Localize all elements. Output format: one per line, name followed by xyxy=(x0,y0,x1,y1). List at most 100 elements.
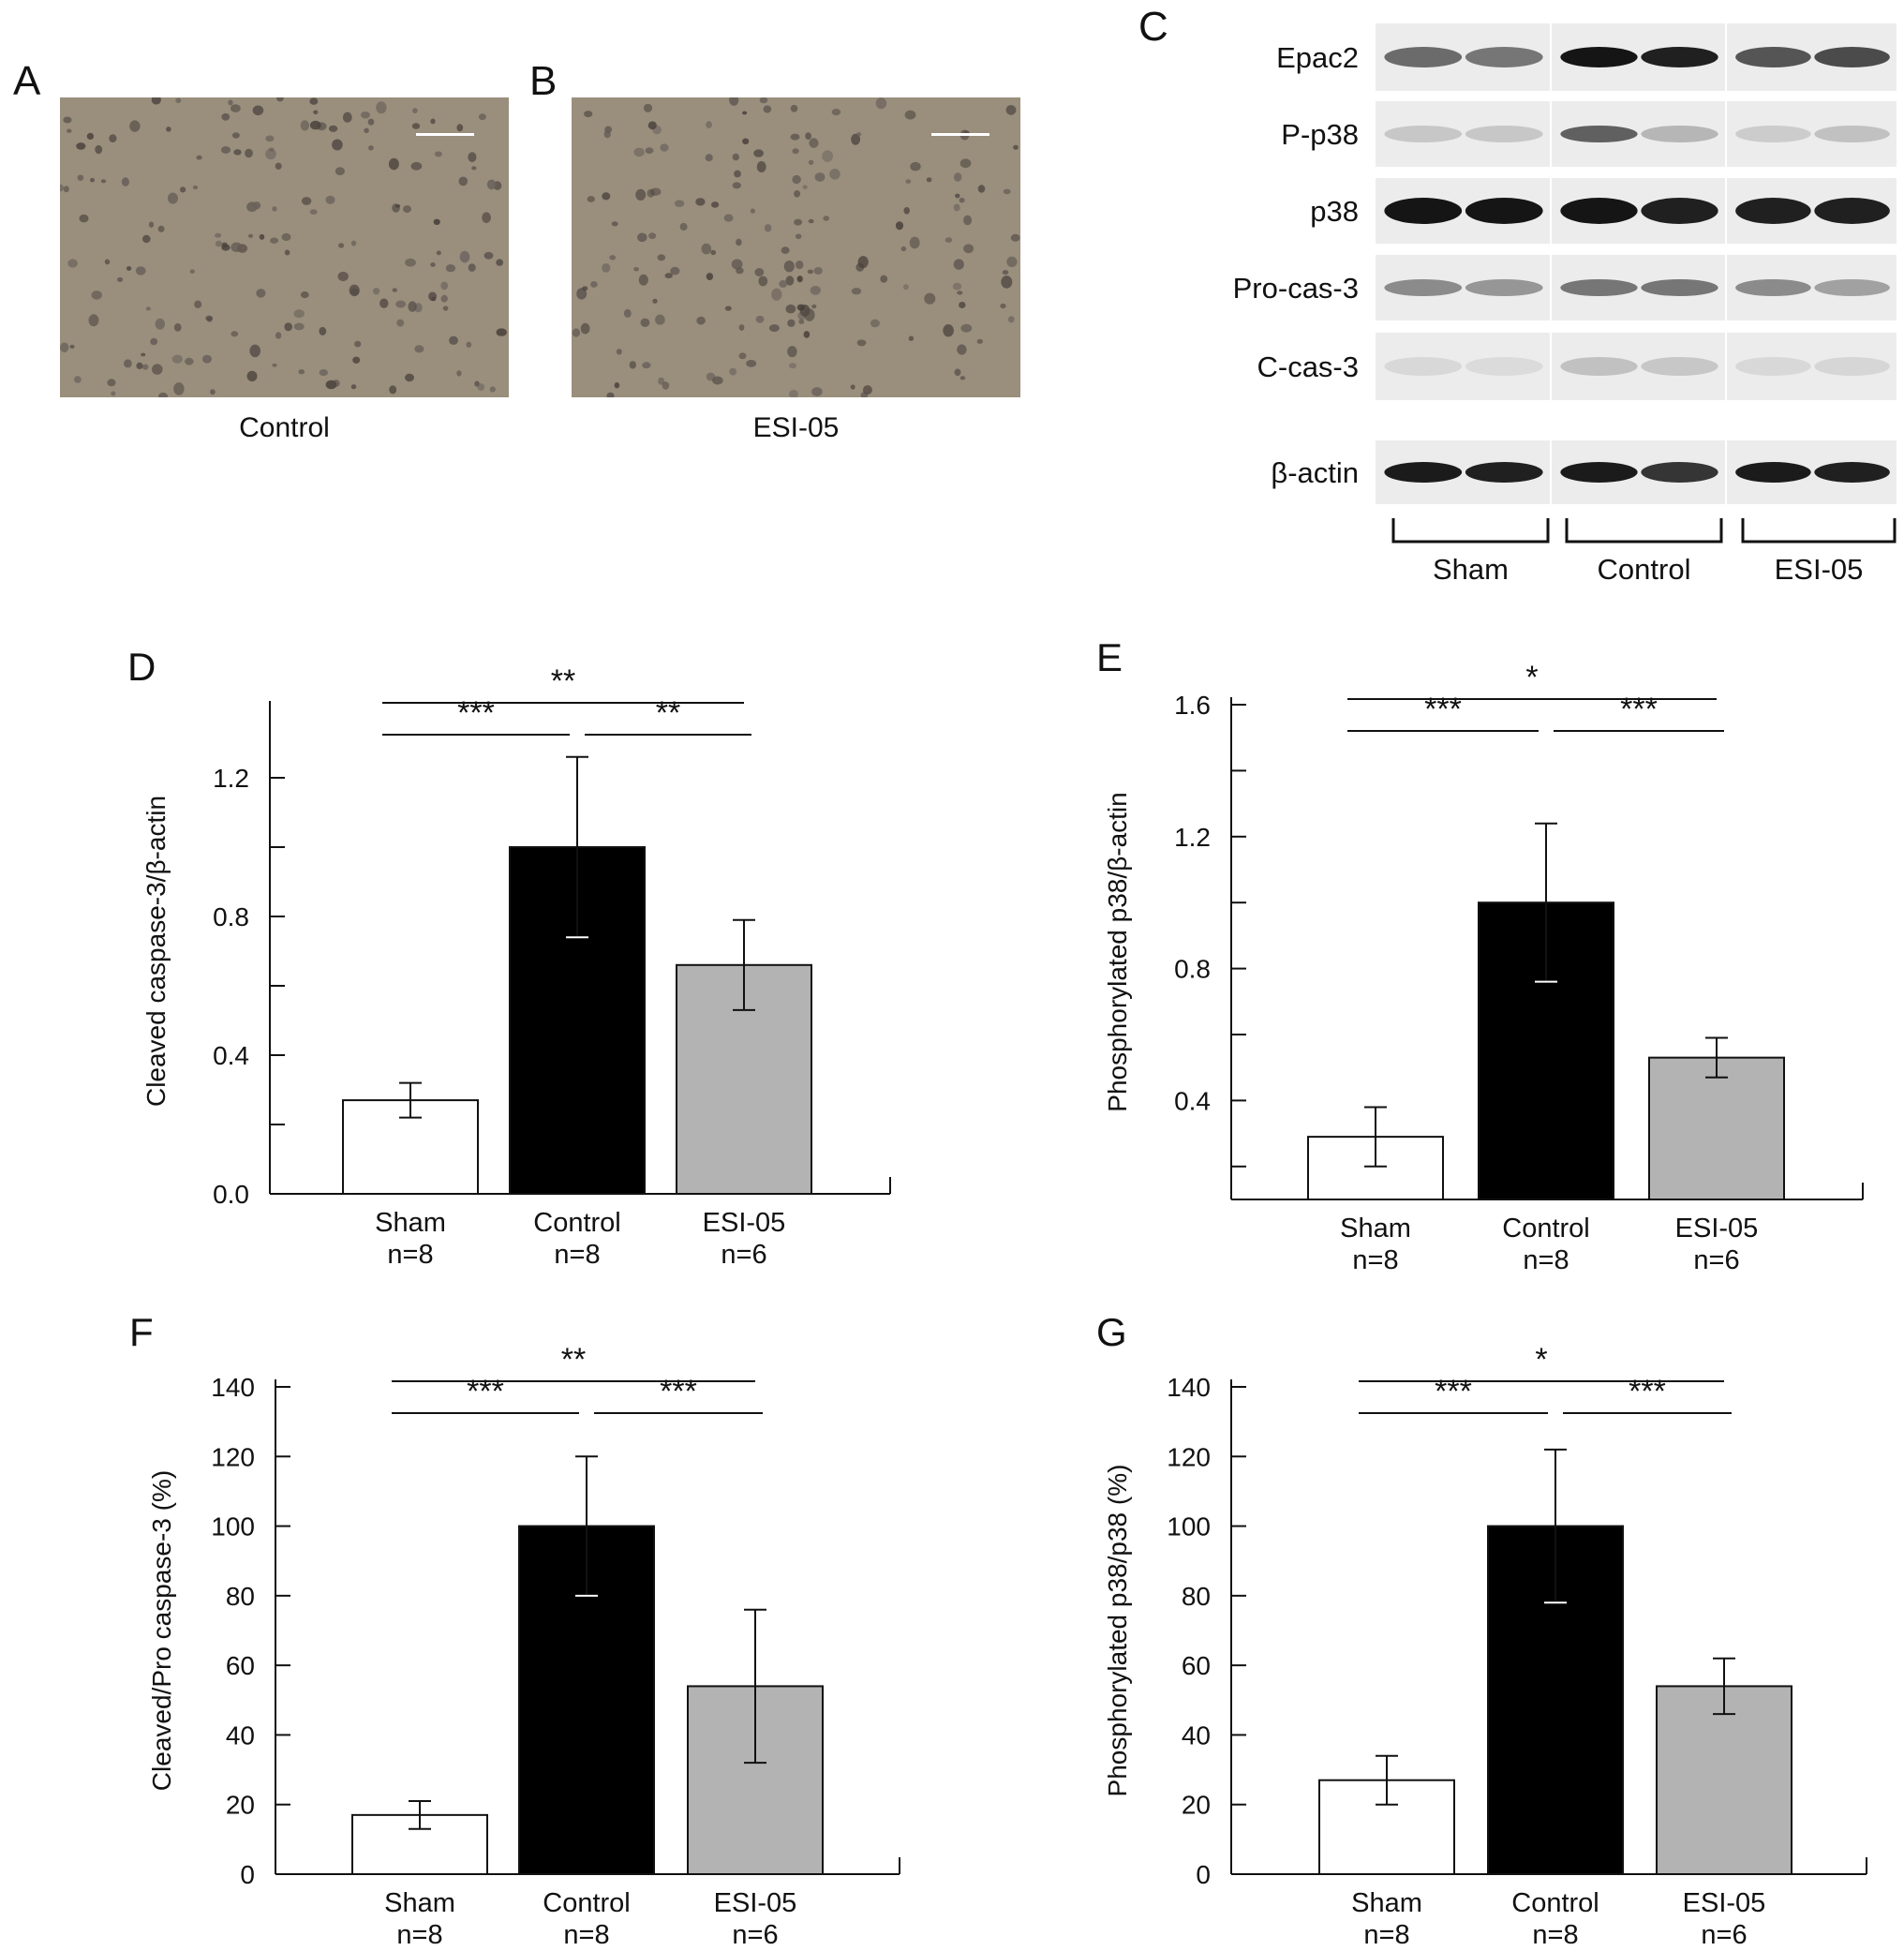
sample-size-label: n=8 xyxy=(396,1920,442,1949)
panel-letter-b: B xyxy=(529,58,558,104)
cell-nucleus xyxy=(256,289,266,298)
cell-nucleus xyxy=(77,174,84,181)
cell-nucleus xyxy=(392,203,400,213)
x-tick-label: Sham xyxy=(384,1888,455,1918)
cell-nucleus xyxy=(657,254,666,261)
cell-nucleus xyxy=(880,275,888,283)
cell-nucleus xyxy=(90,177,95,183)
cell-nucleus xyxy=(629,361,636,369)
cell-nucleus xyxy=(111,391,116,396)
blot-band xyxy=(1465,279,1543,296)
y-tick-label: 0 xyxy=(240,1860,255,1889)
cell-nucleus xyxy=(953,259,964,270)
blot-band xyxy=(1465,462,1543,483)
cell-nucleus xyxy=(60,184,64,192)
cell-nucleus xyxy=(300,291,309,299)
cell-nucleus xyxy=(150,337,158,346)
cell-nucleus xyxy=(1000,303,1006,309)
sample-size-label: n=8 xyxy=(1532,1920,1578,1949)
cell-nucleus xyxy=(67,128,72,133)
x-tick-label: Sham xyxy=(375,1208,446,1238)
cell-nucleus xyxy=(309,209,318,215)
cell-nucleus xyxy=(361,112,370,119)
cell-nucleus xyxy=(136,362,143,369)
cell-nucleus xyxy=(856,132,862,137)
significance-label: *** xyxy=(1629,1374,1666,1409)
y-tick-label: 60 xyxy=(1182,1651,1211,1680)
cell-nucleus xyxy=(430,118,436,125)
cell-nucleus xyxy=(196,155,202,160)
cell-nucleus xyxy=(300,120,310,131)
cell-nucleus xyxy=(829,169,840,180)
x-tick-label: ESI-05 xyxy=(714,1888,797,1918)
cell-nucleus xyxy=(606,392,615,397)
cell-nucleus xyxy=(603,130,611,139)
cell-nucleus xyxy=(900,246,907,252)
y-tick-label: 140 xyxy=(211,1373,255,1402)
cell-nucleus xyxy=(368,145,374,151)
cell-nucleus xyxy=(638,274,648,286)
cell-nucleus xyxy=(410,161,423,171)
cell-nucleus xyxy=(811,304,817,309)
cell-nucleus xyxy=(1013,144,1019,150)
cell-nucleus xyxy=(779,280,788,288)
sample-size-label: n=8 xyxy=(1352,1245,1398,1274)
cell-nucleus xyxy=(756,161,766,172)
cell-nucleus xyxy=(789,389,798,397)
panel-letter-a: A xyxy=(13,58,41,104)
cell-nucleus xyxy=(152,364,163,375)
cell-nucleus xyxy=(1001,276,1013,289)
cell-nucleus xyxy=(924,292,936,305)
cell-nucleus xyxy=(616,349,622,355)
group-bracket xyxy=(1565,518,1723,544)
cell-nucleus xyxy=(959,376,966,380)
cell-nucleus xyxy=(210,389,216,395)
cell-nucleus xyxy=(270,237,279,244)
cell-nucleus xyxy=(903,207,910,215)
cell-nucleus xyxy=(789,363,796,369)
y-tick-label: 20 xyxy=(226,1791,255,1820)
chart-panel-e: E 0.4 0.8 1.2 1.6 Phosphorylated p38/β-actin S… xyxy=(1096,635,1864,1274)
cell-nucleus xyxy=(107,379,116,387)
chart-panel-g: G 0 20 40 60 80 100 120 140 Phosphorylated p38/p3… xyxy=(1096,1310,1867,1949)
cell-nucleus xyxy=(851,133,861,145)
cell-nucleus xyxy=(809,138,819,148)
cell-nucleus xyxy=(783,261,795,273)
cell-nucleus xyxy=(276,97,284,102)
cell-nucleus xyxy=(91,290,102,300)
blot-band xyxy=(1814,462,1890,483)
cell-nucleus xyxy=(449,335,458,345)
blot-band xyxy=(1384,279,1463,296)
cell-nucleus xyxy=(319,369,328,377)
cell-nucleus xyxy=(696,316,706,325)
blot-band xyxy=(1560,47,1638,67)
cell-nucleus xyxy=(458,176,469,186)
cell-nucleus xyxy=(117,276,124,282)
cell-nucleus xyxy=(633,147,645,157)
cell-nucleus xyxy=(253,201,261,210)
cell-nucleus xyxy=(582,286,588,291)
cell-nucleus xyxy=(904,110,916,120)
cell-nucleus xyxy=(433,218,440,225)
micrograph-esi05-caption: ESI-05 xyxy=(752,412,840,443)
cell-nucleus xyxy=(192,185,199,190)
cell-nucleus xyxy=(205,315,214,321)
cell-nucleus xyxy=(148,221,155,228)
cell-nucleus xyxy=(342,112,352,123)
y-tick-label: 1.2 xyxy=(213,764,249,793)
cell-nucleus xyxy=(781,246,790,254)
cell-nucleus xyxy=(977,185,986,193)
cell-nucleus xyxy=(173,323,182,332)
cell-nucleus xyxy=(787,319,796,327)
cell-nucleus xyxy=(442,305,449,311)
cell-nucleus xyxy=(710,201,720,208)
cell-nucleus xyxy=(95,144,103,155)
significance-label: *** xyxy=(660,1374,697,1409)
cell-nucleus xyxy=(325,195,335,204)
blot-band xyxy=(1735,462,1811,483)
group-label: Control xyxy=(1598,553,1691,586)
cell-nucleus xyxy=(802,185,808,189)
cell-nucleus xyxy=(486,179,497,190)
cell-nucleus xyxy=(738,352,747,360)
cell-nucleus xyxy=(954,368,961,377)
